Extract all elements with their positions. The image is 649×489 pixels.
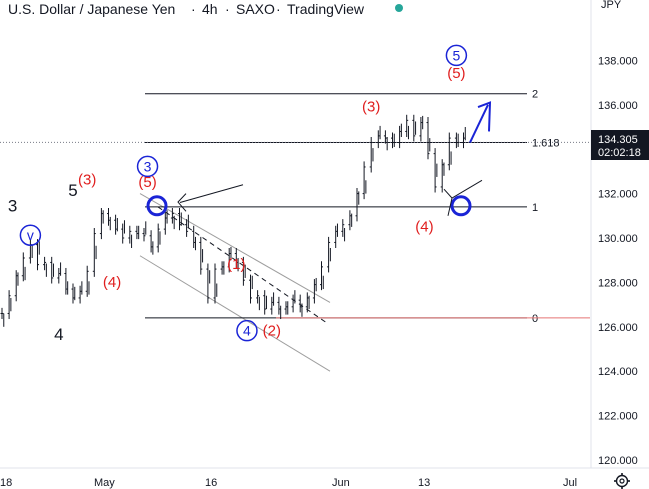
exchange-label: SAXO <box>236 1 275 17</box>
channel-lower-line[interactable] <box>139 255 331 372</box>
interval-label[interactable]: 4h <box>202 1 218 17</box>
wave-label: 4 <box>54 325 63 344</box>
wave-label: (1) <box>227 256 245 273</box>
wave-label: (3) <box>362 98 380 115</box>
wave-label: v <box>27 227 34 243</box>
chart-header: U.S. Dollar / Japanese Yen · 4h · SAXO ·… <box>8 0 622 17</box>
wave-label: 3 <box>8 196 17 215</box>
fib-extension[interactable]: 2 1.618 1 0 <box>0 89 590 325</box>
price-tick-label: 128.000 <box>598 277 638 289</box>
last-price-tag: 134.305 02:02:18 <box>591 130 649 160</box>
wave-label-circle <box>445 44 468 67</box>
wave-label: 3 <box>144 158 152 174</box>
wave-label-circle <box>236 319 258 342</box>
pivot-highlight-circle[interactable] <box>450 195 472 217</box>
wave-label: 5 <box>68 181 77 200</box>
pointer-arrow-head <box>443 188 453 216</box>
time-tick-label: Jul <box>563 477 577 489</box>
price-tick-label: 120.000 <box>598 455 638 467</box>
wave-label-circle <box>136 155 159 178</box>
time-axis[interactable]: 18 May 16 Jun 13 Jul <box>0 477 577 489</box>
wave-labels: 3v5(3)4(4)3(5)(1)4 (2)(3)(4)5(5) <box>8 44 468 344</box>
title-separator: · <box>191 1 196 17</box>
title-separator: · <box>276 1 281 17</box>
wave-label: (5) <box>447 65 465 82</box>
time-tick-label: 18 <box>0 477 12 489</box>
projection-arrow-head <box>477 101 492 132</box>
annotations[interactable] <box>146 101 492 217</box>
price-tick-label: 126.000 <box>598 322 638 334</box>
symbol-title: U.S. Dollar / Japanese Yen <box>8 1 175 17</box>
settings-gear-icon[interactable] <box>614 473 630 489</box>
time-tick-label: May <box>94 477 115 489</box>
time-tick-label: 16 <box>205 477 217 489</box>
price-tick-label: 132.000 <box>598 189 638 201</box>
price-tick-label: 136.000 <box>598 100 638 112</box>
market-status-dot <box>395 4 403 12</box>
wave-label: (2) <box>263 323 281 340</box>
price-bars <box>0 114 466 327</box>
wave-label: (4) <box>415 218 433 235</box>
last-price-value: 134.305 <box>598 134 638 146</box>
wave-label: (4) <box>103 274 121 291</box>
pointer-arrow-head <box>177 193 187 212</box>
bar-countdown: 02:02:18 <box>598 147 641 159</box>
platform-label: TradingView <box>287 1 365 17</box>
time-tick-label: 13 <box>418 477 430 489</box>
fib-level-label: 1 <box>532 202 538 214</box>
wave-label: (3) <box>78 172 96 189</box>
price-tag-background <box>591 130 649 160</box>
fib-level-label: 1.618 <box>532 138 560 150</box>
wave-label: (5) <box>138 174 156 191</box>
fib-level-label: 2 <box>532 89 538 101</box>
wave-label: 5 <box>453 47 461 63</box>
projection-arrow-line[interactable] <box>469 104 489 143</box>
price-tick-label: 130.000 <box>598 233 638 245</box>
price-axis[interactable]: 120.000 122.000 124.000 126.000 128.000 130.0… <box>598 55 638 467</box>
price-tick-label: 124.000 <box>598 366 638 378</box>
trend-channel[interactable] <box>139 193 331 372</box>
fib-level-label: 0 <box>532 313 538 325</box>
price-tick-label: 122.000 <box>598 411 638 423</box>
currency-label: JPY <box>601 0 622 11</box>
wave-label: 4 <box>243 323 251 339</box>
pointer-arrow-line[interactable] <box>451 179 483 199</box>
time-tick-label: Jun <box>332 477 350 489</box>
price-tick-label: 138.000 <box>598 55 638 67</box>
channel-mid-line[interactable] <box>157 206 327 323</box>
pointer-arrow-line[interactable] <box>179 184 244 203</box>
wave-label-circle <box>19 224 42 246</box>
channel-upper-line[interactable] <box>139 193 331 303</box>
pivot-highlight-circle[interactable] <box>146 195 168 217</box>
title-separator: · <box>225 1 230 17</box>
